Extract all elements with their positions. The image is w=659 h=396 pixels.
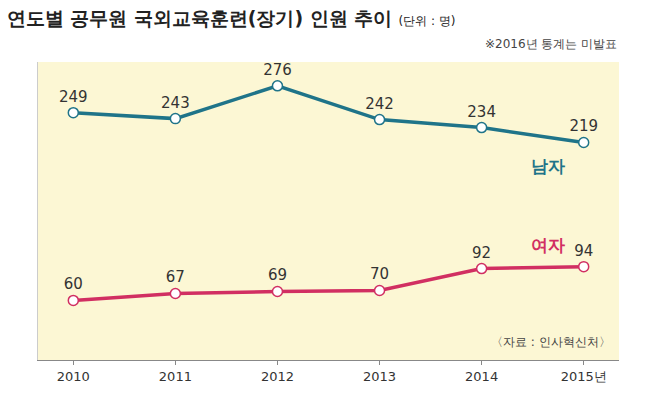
svg-text:70: 70 <box>370 265 389 283</box>
svg-text:67: 67 <box>166 268 185 286</box>
svg-text:2014: 2014 <box>465 369 498 384</box>
svg-text:2012: 2012 <box>261 369 294 384</box>
svg-text:242: 242 <box>365 95 394 113</box>
svg-text:여자: 여자 <box>531 235 565 255</box>
svg-text:2010: 2010 <box>57 369 90 384</box>
svg-text:2013: 2013 <box>363 369 396 384</box>
svg-text:2011: 2011 <box>159 369 192 384</box>
svg-text:249: 249 <box>59 88 88 106</box>
svg-text:243: 243 <box>161 94 190 112</box>
svg-text:2015년: 2015년 <box>561 369 607 384</box>
svg-text:69: 69 <box>268 266 287 284</box>
svg-text:92: 92 <box>472 244 491 262</box>
svg-text:60: 60 <box>64 275 83 293</box>
svg-text:94: 94 <box>574 242 593 260</box>
svg-text:276: 276 <box>263 61 292 79</box>
svg-text:〈자료 : 인사혁신처〉: 〈자료 : 인사혁신처〉 <box>491 335 611 349</box>
svg-text:※2016년 통계는 미발표: ※2016년 통계는 미발표 <box>485 37 617 51</box>
svg-text:234: 234 <box>467 103 496 121</box>
svg-text:남자: 남자 <box>531 156 565 176</box>
svg-text:연도별 공무원 국외교육훈련(장기) 인원 추이 (단위 :: 연도별 공무원 국외교육훈련(장기) 인원 추이 (단위 : 명) <box>7 7 456 29</box>
svg-text:219: 219 <box>569 117 598 135</box>
